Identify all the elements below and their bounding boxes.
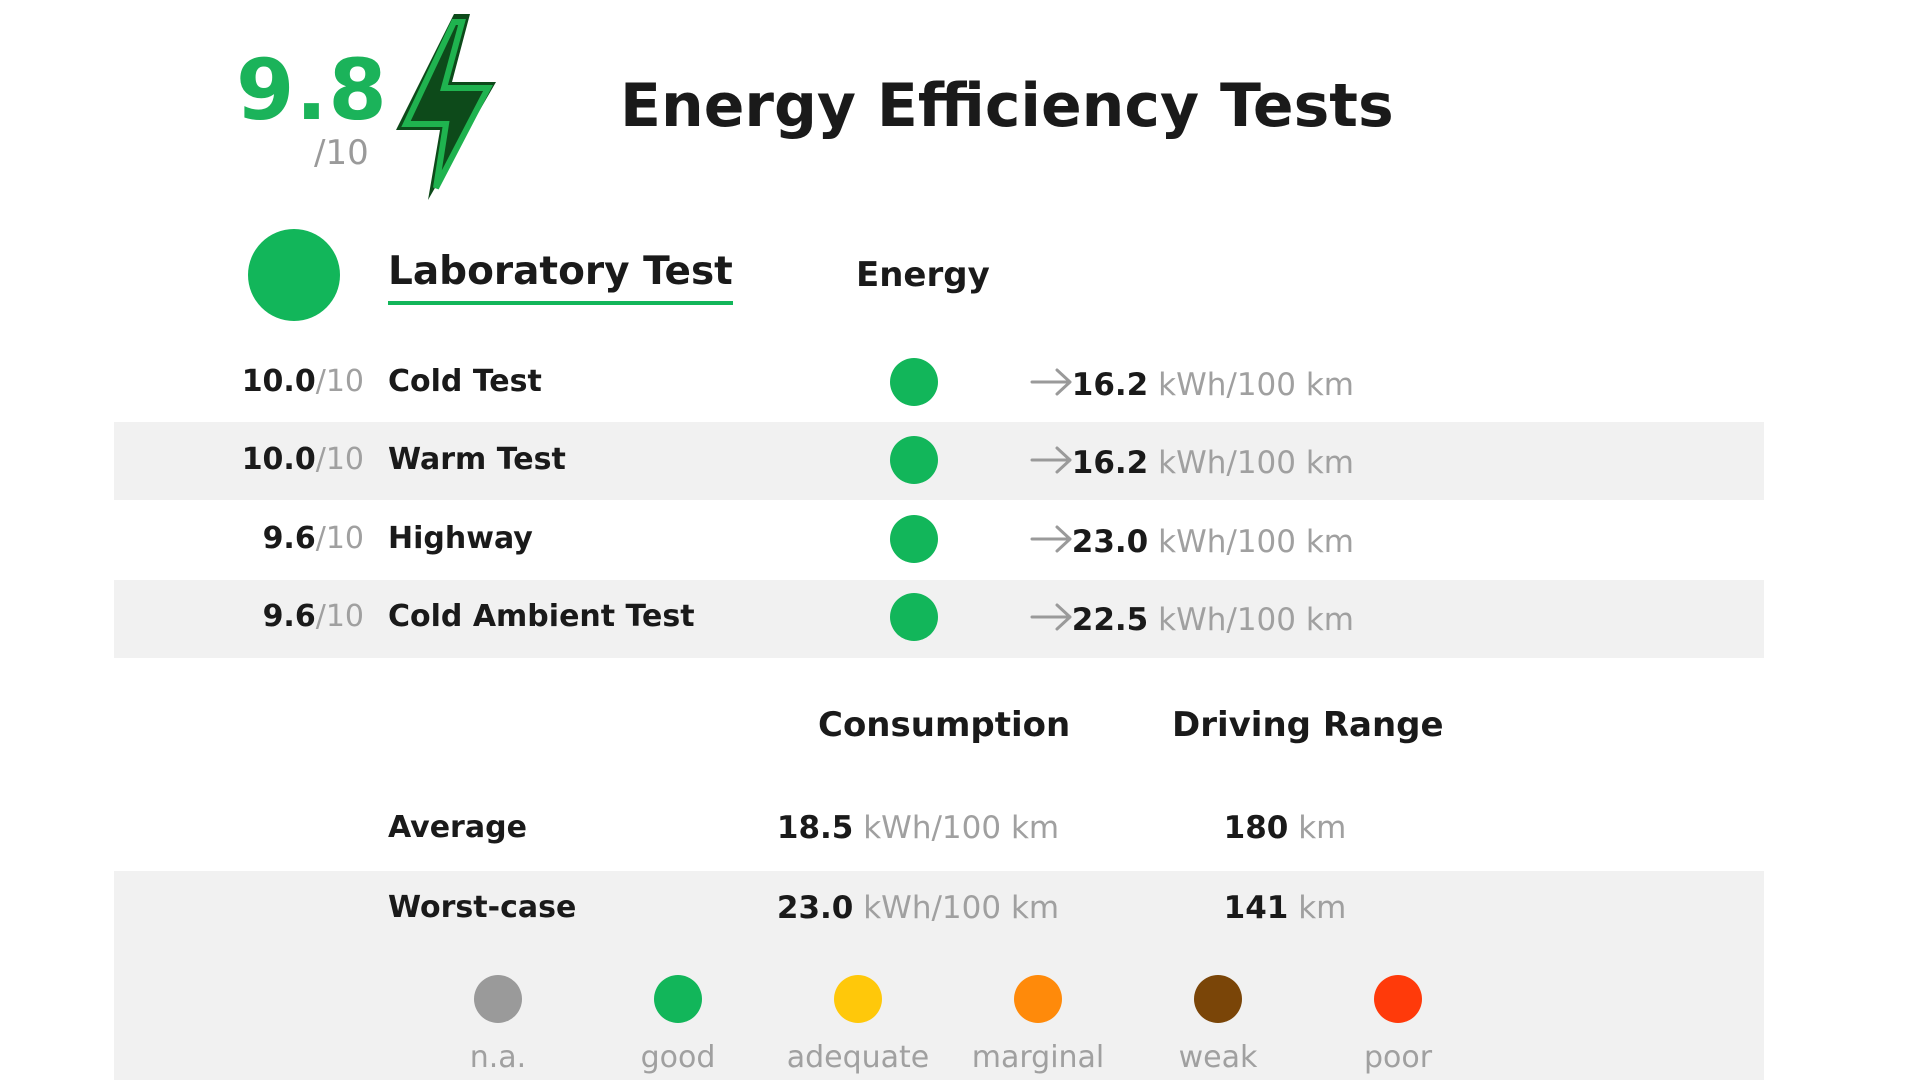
row-band [114, 422, 1764, 500]
test-energy-value: 16.2 kWh/100 km [1054, 370, 1354, 401]
legend-label: good [640, 1040, 716, 1075]
test-energy-value: 23.0 kWh/100 km [1054, 527, 1354, 558]
legend-dot [654, 975, 702, 1023]
laboratory-status-dot [248, 229, 340, 321]
summary-label: Average [388, 810, 527, 845]
test-score-value: 10.0 [241, 442, 316, 477]
energy-column-header: Energy [856, 255, 990, 295]
legend-label: n.a. [469, 1040, 527, 1075]
test-energy-value: 16.2 kWh/100 km [1054, 448, 1354, 479]
energy-number: 22.5 [1071, 602, 1149, 638]
summary-range: 180 km [1185, 813, 1385, 844]
consumption-number: 18.5 [776, 810, 854, 846]
consumption-unit: kWh/100 km [863, 810, 1060, 846]
overall-score-out-of: /10 [314, 133, 369, 173]
test-score: 10.0/10 [114, 367, 364, 397]
legend-label: adequate [786, 1040, 930, 1075]
summary-range: 141 km [1185, 893, 1385, 924]
test-label: Cold Ambient Test [388, 599, 695, 634]
test-status-dot [890, 593, 938, 641]
legend-item-weak: weak [1143, 975, 1293, 1073]
test-status-dot [890, 436, 938, 484]
test-energy-value: 22.5 kWh/100 km [1054, 605, 1354, 636]
legend-dot [1194, 975, 1242, 1023]
test-score: 9.6/10 [114, 602, 364, 632]
test-score-out-of: /10 [315, 599, 364, 634]
energy-number: 23.0 [1071, 524, 1149, 560]
energy-unit: kWh/100 km [1158, 445, 1354, 481]
test-status-dot [890, 515, 938, 563]
energy-unit: kWh/100 km [1158, 602, 1354, 638]
range-unit: km [1298, 890, 1347, 926]
test-label: Cold Test [388, 364, 542, 399]
consumption-header: Consumption [818, 705, 1071, 745]
legend-item-na: n.a. [423, 975, 573, 1073]
test-score: 10.0/10 [114, 445, 364, 475]
summary-consumption: 18.5 kWh/100 km [768, 813, 1068, 844]
summary-label: Worst-case [388, 890, 577, 925]
legend-item-good: good [603, 975, 753, 1073]
legend-dot [474, 975, 522, 1023]
test-label: Warm Test [388, 442, 566, 477]
summary-band [114, 871, 1764, 1080]
lightning-bolt-icon [396, 14, 496, 200]
legend-dot [1014, 975, 1062, 1023]
consumption-number: 23.0 [776, 890, 854, 926]
test-status-dot [890, 358, 938, 406]
consumption-unit: kWh/100 km [863, 890, 1060, 926]
legend-label: weak [1178, 1040, 1258, 1075]
arrow-right-icon [1030, 603, 1072, 631]
test-score-value: 9.6 [262, 521, 316, 556]
section-title: Laboratory Test [388, 252, 733, 305]
energy-number: 16.2 [1071, 445, 1149, 481]
overall-score: 9.8 [236, 41, 388, 139]
test-score-value: 9.6 [262, 599, 316, 634]
test-label: Highway [388, 521, 533, 556]
test-score-value: 10.0 [241, 364, 316, 399]
test-score-out-of: /10 [315, 442, 364, 477]
test-score-out-of: /10 [315, 521, 364, 556]
legend-item-adequate: adequate [783, 975, 933, 1073]
summary-consumption: 23.0 kWh/100 km [768, 893, 1068, 924]
legend-item-poor: poor [1323, 975, 1473, 1073]
test-score-out-of: /10 [315, 364, 364, 399]
legend-dot [834, 975, 882, 1023]
arrow-right-icon [1030, 368, 1072, 396]
energy-number: 16.2 [1071, 367, 1149, 403]
range-number: 141 [1223, 890, 1289, 926]
legend-label: poor [1363, 1040, 1433, 1075]
legend-item-marginal: marginal [963, 975, 1113, 1073]
range-unit: km [1298, 810, 1347, 846]
range-number: 180 [1223, 810, 1289, 846]
arrow-right-icon [1030, 525, 1072, 553]
driving-range-header: Driving Range [1172, 705, 1444, 745]
legend-dot [1374, 975, 1422, 1023]
test-score: 9.6/10 [114, 524, 364, 554]
page-title: Energy Efficiency Tests [620, 71, 1394, 141]
energy-unit: kWh/100 km [1158, 367, 1354, 403]
legend-label: marginal [971, 1040, 1105, 1075]
row-band [114, 580, 1764, 658]
energy-unit: kWh/100 km [1158, 524, 1354, 560]
arrow-right-icon [1030, 446, 1072, 474]
